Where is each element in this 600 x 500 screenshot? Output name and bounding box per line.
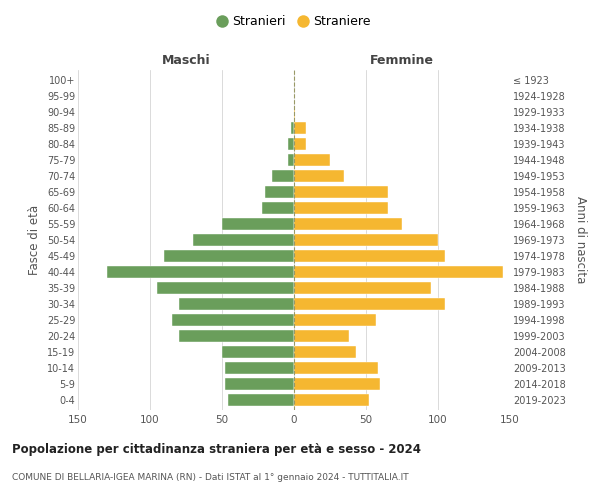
Text: Maschi: Maschi: [161, 54, 211, 67]
Bar: [288, 138, 294, 150]
Bar: [294, 186, 388, 198]
Legend: Stranieri, Straniere: Stranieri, Straniere: [214, 11, 374, 32]
Bar: [294, 362, 377, 374]
Bar: [272, 170, 294, 182]
Bar: [294, 330, 349, 342]
Bar: [157, 282, 294, 294]
Bar: [294, 250, 445, 262]
Bar: [294, 394, 369, 406]
Bar: [107, 266, 294, 278]
Bar: [294, 154, 330, 166]
Bar: [294, 378, 380, 390]
Bar: [294, 122, 305, 134]
Bar: [294, 314, 376, 326]
Bar: [294, 298, 445, 310]
Bar: [265, 186, 294, 198]
Y-axis label: Fasce di età: Fasce di età: [28, 205, 41, 275]
Bar: [294, 266, 503, 278]
Bar: [225, 378, 294, 390]
Bar: [228, 394, 294, 406]
Bar: [193, 234, 294, 246]
Bar: [179, 330, 294, 342]
Bar: [294, 170, 344, 182]
Bar: [262, 202, 294, 214]
Bar: [172, 314, 294, 326]
Text: Popolazione per cittadinanza straniera per età e sesso - 2024: Popolazione per cittadinanza straniera p…: [12, 442, 421, 456]
Bar: [294, 202, 388, 214]
Bar: [222, 346, 294, 358]
Bar: [294, 138, 305, 150]
Bar: [294, 346, 356, 358]
Bar: [294, 218, 402, 230]
Text: Femmine: Femmine: [370, 54, 434, 67]
Bar: [222, 218, 294, 230]
Text: COMUNE DI BELLARIA-IGEA MARINA (RN) - Dati ISTAT al 1° gennaio 2024 - TUTTITALIA: COMUNE DI BELLARIA-IGEA MARINA (RN) - Da…: [12, 472, 409, 482]
Bar: [288, 154, 294, 166]
Bar: [294, 234, 438, 246]
Bar: [294, 282, 431, 294]
Bar: [225, 362, 294, 374]
Bar: [179, 298, 294, 310]
Bar: [294, 106, 295, 118]
Bar: [291, 122, 294, 134]
Y-axis label: Anni di nascita: Anni di nascita: [574, 196, 587, 284]
Bar: [164, 250, 294, 262]
